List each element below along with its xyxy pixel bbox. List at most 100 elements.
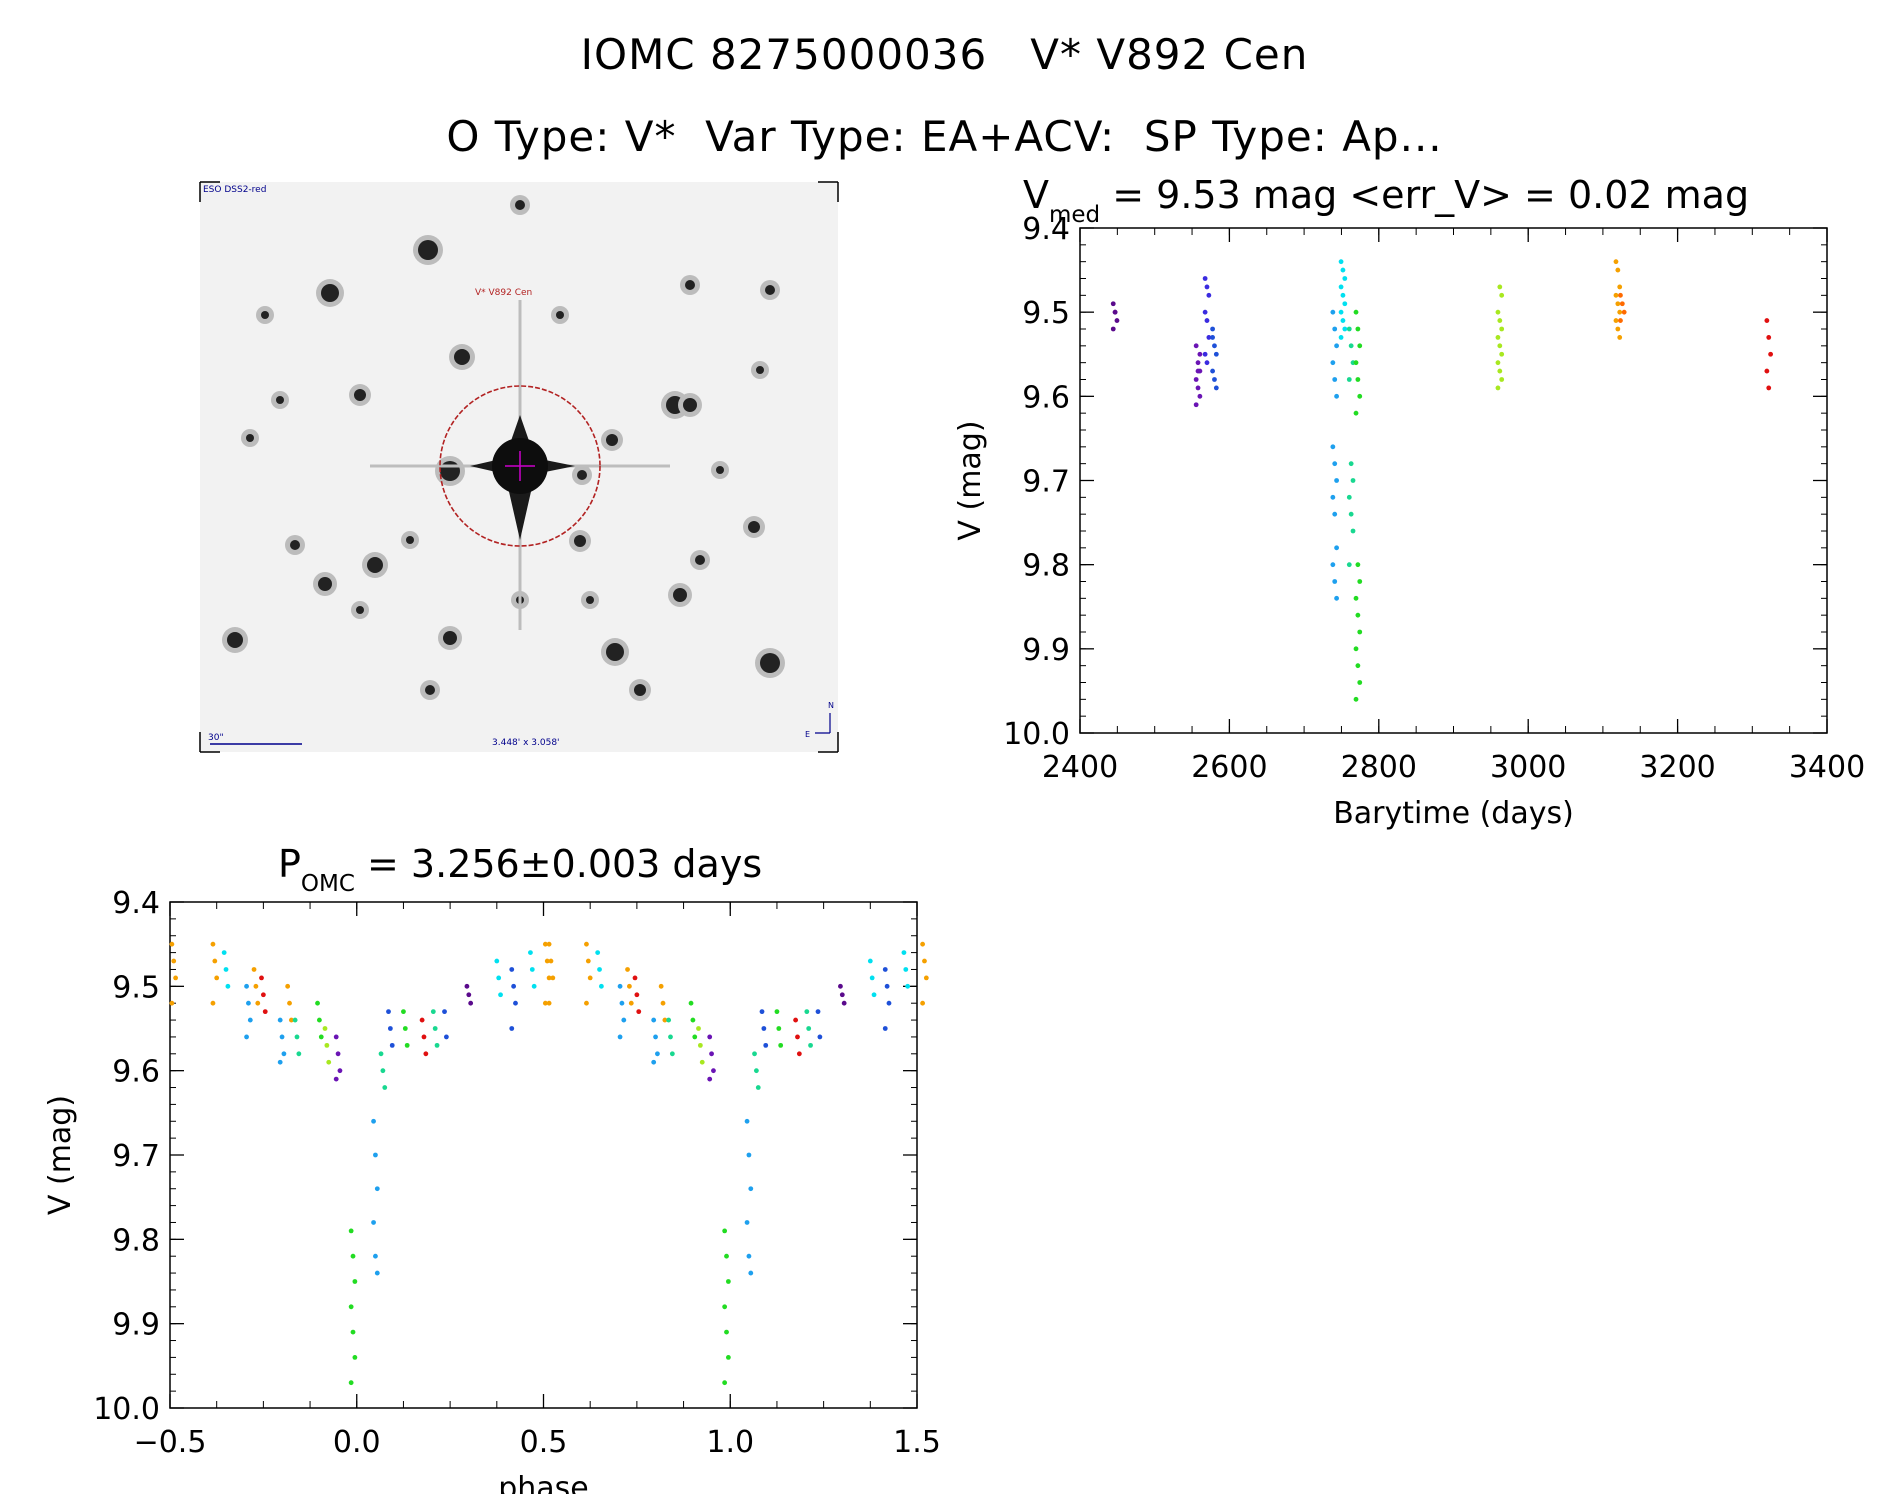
phasecurve-point [251, 967, 257, 972]
phasecurve-point [277, 1059, 283, 1065]
phasecurve-point [212, 958, 218, 964]
phasecurve-point [817, 1034, 823, 1040]
phasecurve-point [419, 1017, 425, 1023]
star [454, 349, 470, 365]
phasecurve-point [598, 983, 604, 989]
phasecurve-point [259, 975, 264, 981]
phasecurve-point [247, 1017, 253, 1023]
lightcurve-point [1617, 284, 1623, 290]
lightcurve-point [1499, 377, 1505, 382]
lightcurve-title: Vmed = 9.53 mag <err_V> = 0.02 mag [1023, 173, 1749, 228]
lightcurve-point [1495, 360, 1501, 366]
phasecurve-point [584, 1000, 589, 1006]
phasecurve-point [838, 983, 843, 989]
lightcurve-point [1353, 696, 1359, 702]
lightcurve-point [1340, 318, 1346, 323]
phasecurve-point [920, 1000, 926, 1006]
phasecurve-point [322, 1026, 328, 1031]
lightcurve-point [1495, 335, 1501, 340]
phasecurve-point [839, 992, 845, 998]
lightcurve-point [1197, 351, 1203, 357]
lightcurve-point [1764, 318, 1770, 323]
phasecurve-point [389, 1042, 395, 1048]
phasecurve-point [401, 1009, 406, 1015]
phasecurve-point [171, 958, 177, 964]
phasecurve-point [903, 967, 909, 972]
phasecurve-point [619, 1000, 625, 1006]
phasecurve-ytick-label: 9.4 [112, 886, 160, 921]
phasecurve-point [542, 941, 548, 947]
phasecurve-point [387, 1026, 393, 1031]
lightcurve-point [1350, 528, 1356, 534]
star [227, 632, 243, 648]
phasecurve-point [660, 1000, 666, 1006]
lightcurve-point [1210, 335, 1215, 340]
phasecurve-point [724, 1329, 729, 1335]
figure-title: IOMC 8275000036 V* V892 Cen [580, 30, 1309, 79]
lightcurve-title-rest: = 9.53 mag <err_V> = 0.02 mag [1100, 173, 1749, 217]
lightcurve-ytick-label: 9.4 [1022, 212, 1070, 247]
star [556, 311, 564, 319]
phasecurve-point [585, 958, 591, 964]
phasecurve-point [722, 1228, 728, 1234]
phasecurve-point [421, 1034, 427, 1040]
phasecurve-point [806, 1026, 812, 1031]
star [574, 535, 586, 547]
lightcurve-point [1210, 326, 1215, 332]
star [515, 200, 525, 210]
star [634, 684, 646, 696]
phasecurve-point [544, 958, 550, 964]
phasecurve-point [841, 1000, 847, 1006]
phasecurve-ytick-label: 9.8 [112, 1223, 160, 1258]
lightcurve-xtick-label: 3200 [1639, 750, 1715, 785]
lightcurve-point [1195, 368, 1201, 374]
lightcurve-point [1204, 318, 1210, 323]
phasecurve-point [871, 992, 877, 998]
phasecurve-point [288, 1017, 294, 1023]
star [716, 466, 724, 474]
lightcurve-point [1340, 267, 1346, 273]
lightcurve-point [1617, 335, 1623, 340]
lightcurve-point [1330, 360, 1336, 366]
phasecurve-point [748, 1186, 754, 1192]
phasecurve-point [494, 958, 500, 964]
star [586, 596, 594, 604]
lightcurve-point [1332, 579, 1338, 584]
lightcurve-point [1355, 326, 1361, 332]
phasecurve-point [707, 1034, 713, 1040]
phasecurve-point [651, 1017, 657, 1023]
phasecurve-point [287, 1000, 292, 1006]
phasecurve-point [464, 983, 470, 989]
phasecurve-point [867, 958, 873, 964]
lightcurve-point [1495, 309, 1501, 315]
phasecurve-point [634, 992, 640, 998]
phasecurve-title: POMC = 3.256±0.003 days [278, 842, 762, 897]
phasecurve-point [725, 1279, 731, 1284]
lightcurve-point [1346, 562, 1352, 568]
lightcurve-point [1766, 385, 1772, 391]
phasecurve-point [597, 967, 602, 972]
lightcurve-point [1353, 309, 1359, 315]
phasecurve-point [662, 1017, 668, 1023]
phasecurve-point [923, 975, 929, 981]
lightcurve-point [1206, 335, 1212, 340]
phasecurve-point [882, 1026, 888, 1031]
phasecurve-point [223, 967, 229, 972]
lightcurve-point [1617, 309, 1623, 315]
lightcurve-point [1330, 309, 1336, 315]
star [673, 588, 687, 602]
phasecurve-point [774, 1009, 780, 1015]
star [765, 285, 775, 295]
phasecurve-point [277, 1017, 283, 1023]
lightcurve-point [1114, 318, 1120, 323]
lightcurve-point [1355, 377, 1361, 382]
sky-image: ESO DSS2-red V* V892 Cen 30" 3.448' x 3.… [199, 181, 839, 753]
phasecurve-point [711, 1068, 716, 1074]
compass-icon [815, 713, 831, 734]
lightcurve-point [1334, 545, 1339, 551]
frame-corner-br [818, 732, 839, 753]
phasecurve-point [318, 1034, 324, 1040]
object-info: O Type: V* Var Type: EA+ACV: SP Type: Ap… [446, 112, 1443, 161]
star [685, 280, 695, 290]
phasecurve-point [430, 1009, 436, 1015]
